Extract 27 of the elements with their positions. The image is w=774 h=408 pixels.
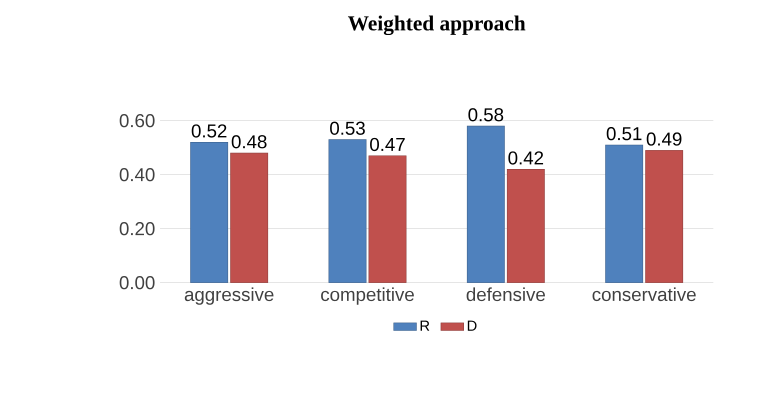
y-tick-label: 0.40 <box>120 168 155 182</box>
bar <box>506 168 545 283</box>
data-label: 0.47 <box>370 138 405 152</box>
data-label: 0.51 <box>606 127 642 140</box>
chart-title: Weighted approach <box>348 16 526 36</box>
x-tick-label: aggressive <box>184 287 274 305</box>
bar <box>368 156 406 283</box>
data-label: 0.52 <box>192 124 226 138</box>
bar <box>230 152 268 283</box>
data-label: 0.49 <box>646 132 682 146</box>
y-tick-label: 0.60 <box>120 114 155 128</box>
legend-label: D <box>468 320 477 331</box>
data-label: 0.48 <box>232 135 267 148</box>
legend-label: R <box>420 320 430 331</box>
y-tick-label: 0.00 <box>120 276 155 290</box>
x-tick-label: defensive <box>466 287 545 302</box>
x-tick-label: competitive <box>321 287 414 305</box>
y-tick-label: 0.20 <box>120 222 155 236</box>
data-label: 0.58 <box>468 108 504 122</box>
bar <box>645 150 684 283</box>
data-label: 0.42 <box>508 151 544 165</box>
bar <box>466 126 505 283</box>
bar <box>605 144 644 283</box>
bar <box>190 142 228 283</box>
x-tick-label: conservative <box>592 287 696 302</box>
data-label: 0.53 <box>330 122 365 135</box>
bar <box>328 139 366 283</box>
